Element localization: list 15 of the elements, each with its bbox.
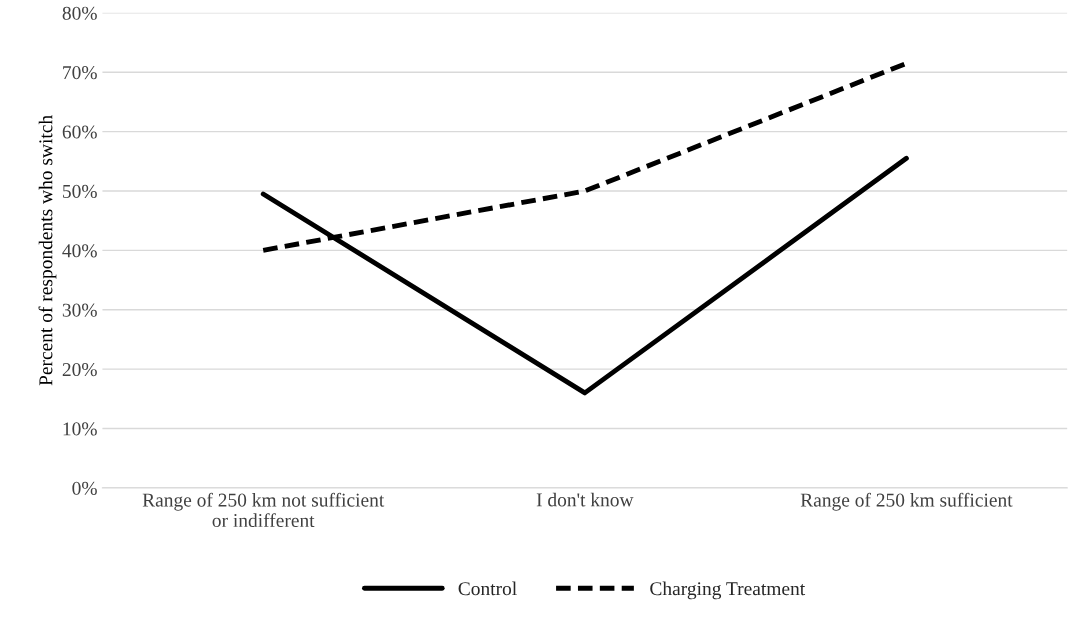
y-tick-label: 60% [62,125,97,139]
y-tick-label: 10% [63,422,97,436]
y-tick-label: 70% [63,66,97,80]
x-tick-label: Range of 250 km not sufficient or indifferent [142,492,385,528]
y-tick-label: 20% [62,362,97,377]
y-tick-label: 40% [62,244,97,258]
legend-label: Control [458,581,517,596]
y-axis-title: Percent of respondents who switch [38,115,57,386]
y-tick-label: 50% [63,184,97,198]
x-tick-label: Range of 250 km sufficient [800,492,1013,511]
y-tick-label: 80% [62,6,97,20]
y-tick-label: 0% [72,481,97,495]
y-tick-label: 30% [62,303,97,317]
x-tick-label: I don't know [536,492,634,507]
legend-label: Charging Treatment [650,581,806,600]
